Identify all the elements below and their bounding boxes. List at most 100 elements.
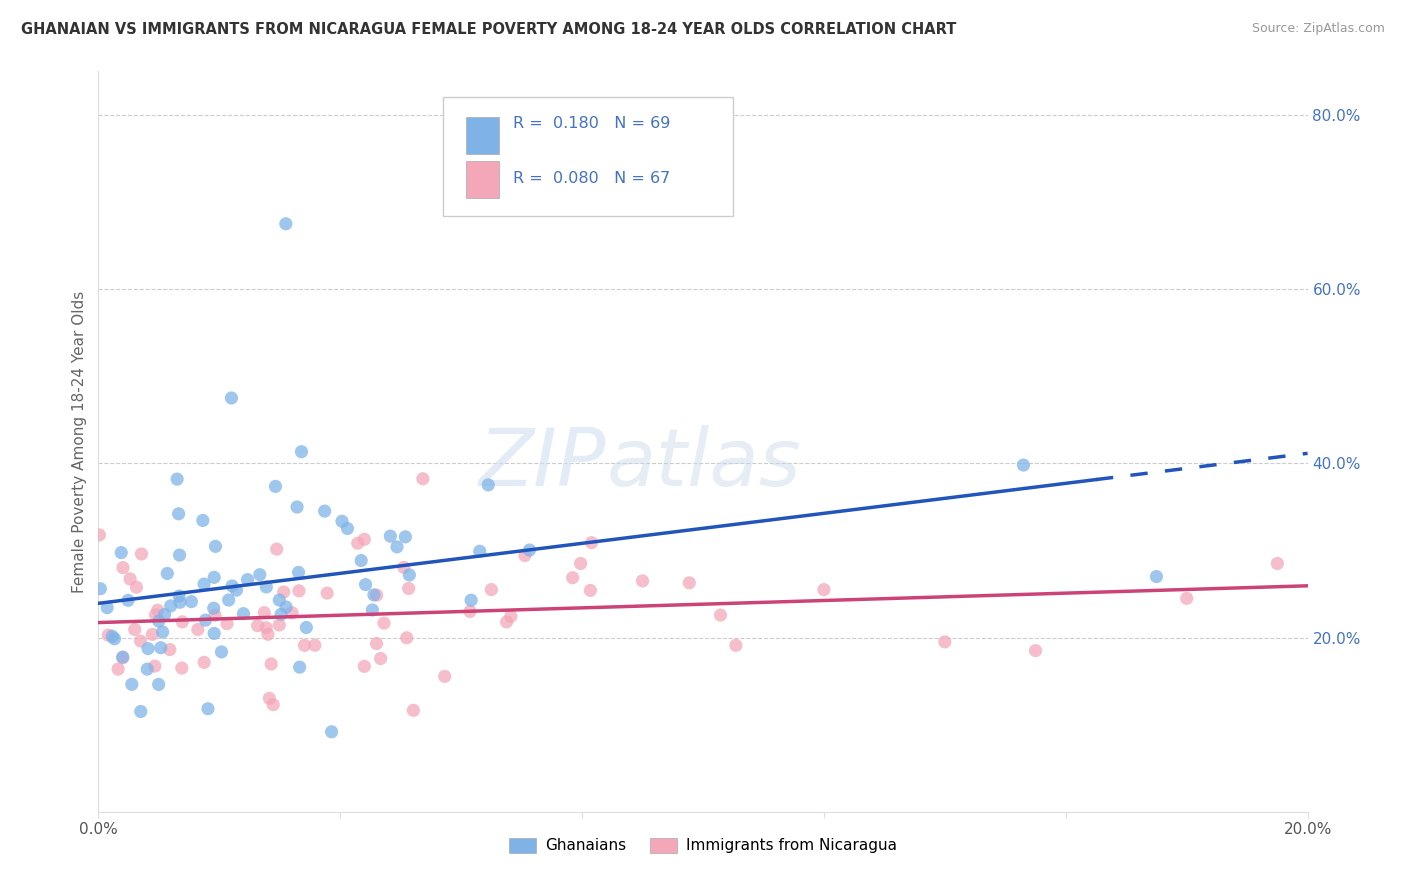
- Point: [1267, 557, 1289, 571]
- Point: [363, 588, 385, 602]
- Point: [398, 582, 420, 596]
- Point: [156, 566, 179, 581]
- FancyBboxPatch shape: [443, 97, 734, 216]
- Point: [148, 614, 170, 628]
- Point: [269, 618, 291, 632]
- Point: [385, 540, 408, 554]
- Point: [273, 585, 295, 599]
- Point: [149, 640, 172, 655]
- Point: [264, 479, 287, 493]
- Point: [460, 593, 482, 607]
- Point: [167, 507, 190, 521]
- Point: [287, 566, 309, 580]
- Point: [346, 536, 368, 550]
- Point: [581, 535, 603, 549]
- Point: [110, 546, 132, 560]
- Point: [934, 635, 956, 649]
- FancyBboxPatch shape: [465, 161, 499, 198]
- Point: [191, 513, 214, 527]
- Point: [330, 514, 353, 528]
- Point: [187, 623, 209, 637]
- Point: [366, 588, 388, 602]
- Point: [124, 623, 146, 637]
- Point: [499, 609, 522, 624]
- Point: [193, 656, 215, 670]
- Point: [204, 608, 226, 623]
- Legend: Ghanaians, Immigrants from Nicaragua: Ghanaians, Immigrants from Nicaragua: [503, 831, 903, 860]
- Point: [107, 662, 129, 676]
- Point: [218, 593, 240, 607]
- Point: [96, 600, 118, 615]
- Point: [353, 659, 375, 673]
- Point: [274, 217, 297, 231]
- Point: [249, 567, 271, 582]
- Text: R =  0.080   N = 67: R = 0.080 N = 67: [513, 171, 671, 186]
- Point: [221, 391, 243, 405]
- Point: [481, 582, 503, 597]
- Point: [202, 601, 225, 615]
- Point: [1144, 569, 1167, 583]
- FancyBboxPatch shape: [465, 117, 499, 153]
- Point: [709, 608, 731, 623]
- Point: [304, 638, 326, 652]
- Point: [561, 571, 583, 585]
- Point: [236, 573, 259, 587]
- Y-axis label: Female Poverty Among 18-24 Year Olds: Female Poverty Among 18-24 Year Olds: [72, 291, 87, 592]
- Point: [468, 544, 491, 558]
- Point: [159, 642, 181, 657]
- Point: [813, 582, 835, 597]
- Point: [211, 645, 233, 659]
- Point: [350, 553, 373, 567]
- Point: [519, 543, 541, 558]
- Text: R =  0.180   N = 69: R = 0.180 N = 69: [513, 116, 671, 131]
- Point: [111, 650, 134, 665]
- Point: [370, 651, 392, 665]
- Point: [270, 607, 292, 622]
- Point: [290, 444, 312, 458]
- Point: [167, 589, 190, 603]
- Point: [118, 572, 141, 586]
- Point: [260, 657, 283, 671]
- Point: [246, 618, 269, 632]
- Point: [276, 600, 298, 615]
- Point: [281, 606, 304, 620]
- Point: [724, 638, 747, 652]
- Point: [398, 568, 420, 582]
- Point: [141, 627, 163, 641]
- Point: [394, 530, 416, 544]
- Point: [215, 616, 238, 631]
- Point: [295, 620, 318, 634]
- Point: [458, 604, 481, 618]
- Point: [380, 529, 402, 543]
- Text: GHANAIAN VS IMMIGRANTS FROM NICARAGUA FEMALE POVERTY AMONG 18-24 YEAR OLDS CORRE: GHANAIAN VS IMMIGRANTS FROM NICARAGUA FE…: [21, 22, 956, 37]
- Point: [254, 621, 277, 635]
- Point: [129, 634, 152, 648]
- Point: [136, 662, 159, 676]
- Point: [288, 583, 311, 598]
- Point: [153, 607, 176, 622]
- Point: [143, 659, 166, 673]
- Point: [269, 593, 291, 607]
- Point: [495, 615, 517, 629]
- Point: [366, 636, 388, 650]
- Point: [433, 669, 456, 683]
- Point: [204, 539, 226, 553]
- Point: [1012, 458, 1035, 472]
- Point: [121, 677, 143, 691]
- Point: [169, 595, 191, 609]
- Text: ZIP: ZIP: [479, 425, 606, 503]
- Point: [169, 548, 191, 562]
- Point: [146, 603, 169, 617]
- Point: [202, 626, 225, 640]
- Point: [103, 632, 125, 646]
- Point: [294, 639, 316, 653]
- Point: [180, 594, 202, 608]
- Point: [321, 724, 343, 739]
- Point: [354, 577, 377, 591]
- Point: [254, 580, 277, 594]
- Point: [262, 698, 284, 712]
- Point: [266, 542, 288, 557]
- Point: [285, 500, 308, 514]
- Point: [392, 560, 415, 574]
- Point: [170, 661, 193, 675]
